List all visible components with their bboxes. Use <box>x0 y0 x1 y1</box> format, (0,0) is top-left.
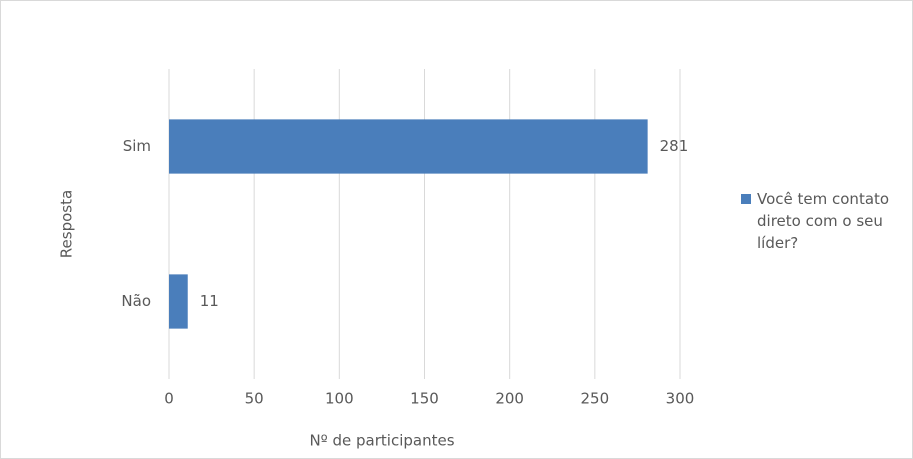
data-label: 281 <box>660 137 689 155</box>
bar <box>169 119 648 174</box>
x-tick-label: 250 <box>581 390 610 408</box>
legend-label: Você tem contato direto com o seu líder? <box>757 190 890 252</box>
y-axis-label: Resposta <box>58 190 76 258</box>
legend-swatch <box>741 194 751 204</box>
x-tick-label: 150 <box>410 390 439 408</box>
bar <box>169 274 188 329</box>
legend: Você tem contato direto com o seu líder? <box>741 188 901 254</box>
x-tick-label: 300 <box>666 390 695 408</box>
y-tick-label: Não <box>121 292 151 310</box>
x-tick-label: 0 <box>164 390 174 408</box>
x-tick-label: 200 <box>495 390 524 408</box>
x-axis-label: Nº de participantes <box>309 432 454 450</box>
x-tick-label: 50 <box>245 390 264 408</box>
x-tick-label: 100 <box>325 390 354 408</box>
y-tick-label: Sim <box>123 137 151 155</box>
data-label: 11 <box>200 292 219 310</box>
